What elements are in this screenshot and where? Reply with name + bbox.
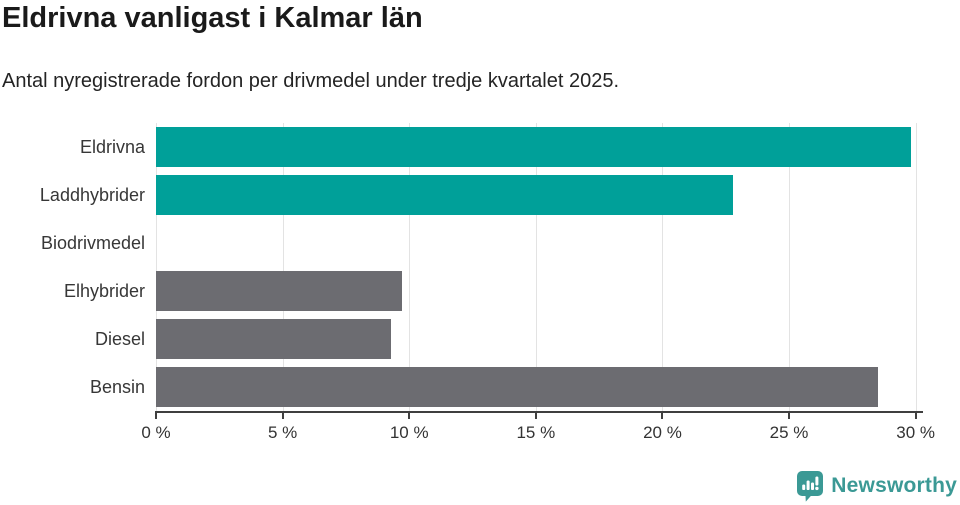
bar-row — [156, 123, 922, 171]
bar-row — [156, 315, 922, 363]
bar-row — [156, 219, 922, 267]
x-axis: 0 % 5 % 10 % 15 % 20 % 25 % 30 % — [141, 411, 935, 451]
x-axis-tick — [661, 413, 664, 419]
bar-diesel — [156, 319, 392, 359]
bar-eldrivna — [156, 127, 911, 167]
gridline — [915, 123, 917, 411]
x-axis-tick — [408, 413, 411, 419]
newsworthy-brand: Newsworthy — [796, 470, 957, 502]
category-label: Diesel — [94, 328, 145, 349]
gridline — [409, 123, 411, 411]
bar-elhybrider — [156, 271, 402, 311]
x-axis-tick — [788, 413, 791, 419]
gridline — [789, 123, 791, 411]
chart-subtitle: Antal nyregistrerade fordon per drivmede… — [2, 70, 620, 92]
x-axis-tick-label: 10 % — [389, 423, 429, 442]
x-axis-tick — [155, 413, 157, 419]
x-axis-tick — [534, 413, 537, 419]
chart-title: Eldrivna vanligast i Kalmar län — [2, 2, 423, 34]
x-axis-tick-label: 0 % — [141, 423, 171, 442]
bar-laddhybrider — [156, 175, 734, 215]
gridline — [282, 123, 284, 411]
category-label: Elhybrider — [63, 280, 145, 301]
gridline — [535, 123, 537, 411]
category-axis-labels: Eldrivna Laddhybrider Biodrivmedel Elhybrid… — [0, 123, 145, 411]
x-axis-tick — [914, 413, 917, 419]
category-label: Biodrivmedel — [40, 232, 145, 253]
category-label: Eldrivna — [79, 136, 145, 157]
category-label: Laddhybrider — [39, 184, 145, 205]
bar-row — [156, 363, 922, 411]
x-axis-tick-label: 20 % — [643, 423, 682, 442]
category-label: Bensin — [89, 376, 145, 397]
gridline — [662, 123, 664, 411]
gridline — [156, 123, 157, 411]
x-axis-tick-label: 15 % — [516, 423, 556, 442]
bar-row — [156, 267, 922, 315]
bars — [156, 123, 922, 411]
bar-bensin — [156, 367, 878, 407]
bar-row — [156, 171, 922, 219]
x-axis-tick-label: 30 % — [896, 423, 936, 442]
newsworthy-wordmark: Newsworthy — [831, 474, 957, 497]
newsworthy-logo-icon — [797, 471, 824, 502]
x-axis-tick — [281, 413, 284, 419]
x-axis-tick-label: 5 % — [267, 423, 298, 442]
plot-area — [156, 123, 922, 411]
x-axis-tick-label: 25 % — [769, 423, 809, 442]
x-axis-line — [155, 411, 923, 413]
